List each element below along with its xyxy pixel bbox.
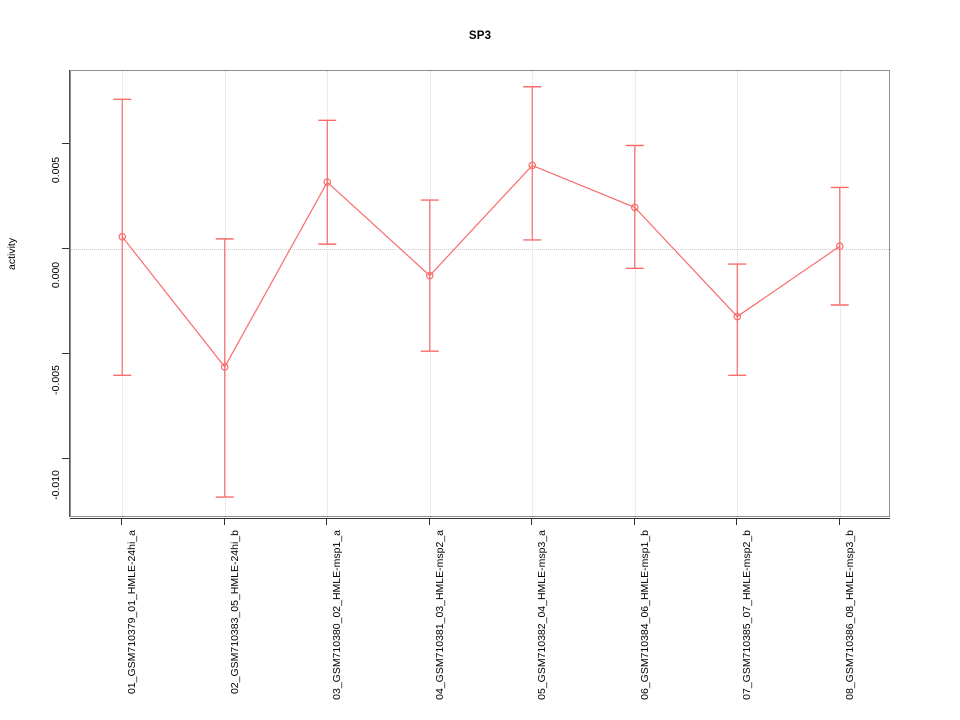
series-line [121, 164, 841, 368]
data-point-marker [835, 242, 844, 251]
y-axis-tick [62, 248, 69, 250]
x-axis-tick-label: 02_GSM710383_05_HMLE-24hi_b [228, 530, 241, 695]
y-axis-line [69, 70, 70, 517]
y-axis-tick-label: 0.005 [50, 157, 62, 184]
x-axis-tick [326, 518, 328, 525]
chart-title: SP3 [468, 30, 492, 42]
data-point-marker [220, 363, 229, 371]
data-point-marker [630, 203, 639, 212]
x-axis-tick-label: 08_GSM710386_08_HMLE-msp3_b [843, 530, 856, 700]
x-axis-tick [223, 518, 225, 525]
vertical-gridline [634, 71, 636, 518]
x-axis-tick [633, 518, 635, 525]
plot-area [70, 70, 891, 518]
error-bar [215, 238, 234, 498]
y-axis-tick [62, 353, 69, 355]
y-axis-tick-label: -0.010 [50, 470, 62, 501]
x-axis-tick [531, 518, 533, 525]
x-axis-tick-label: 03_GSM710380_02_HMLE-msp1_a [331, 530, 344, 700]
data-point-marker [733, 312, 742, 321]
data-point-marker [118, 232, 127, 241]
series-error-bar-plot [113, 86, 849, 498]
y-axis-tick [62, 143, 69, 145]
y-axis-tick-label: 0.000 [50, 262, 62, 289]
error-bar [830, 186, 849, 306]
data-point-marker [323, 178, 332, 187]
data-point-marker [528, 161, 537, 170]
error-bar [318, 119, 337, 245]
vertical-gridline [532, 71, 534, 518]
y-axis-tick-label: -0.005 [50, 365, 62, 396]
x-axis-tick [838, 518, 840, 525]
x-axis-line [70, 518, 890, 519]
x-axis-tick-label: 07_GSM710385_07_HMLE-msp2_b [741, 530, 754, 700]
error-bar [113, 98, 132, 376]
y-axis-title: activity [6, 237, 18, 270]
zero-reference-gridline [71, 249, 891, 251]
x-axis-tick-label: 01_GSM710379_01_HMLE-24hi_a [126, 530, 139, 695]
x-axis-tick [736, 518, 738, 525]
x-axis-tick [428, 518, 430, 525]
data-point-marker [425, 271, 434, 280]
x-axis-tick [121, 518, 123, 525]
x-axis-tick-label: 04_GSM710381_03_HMLE-msp2_a [433, 530, 446, 700]
error-bar [420, 199, 439, 352]
error-bar [625, 144, 644, 269]
error-bar [523, 86, 542, 241]
y-axis-tick [62, 458, 69, 460]
vertical-gridline [327, 71, 329, 518]
x-axis-tick-label: 06_GSM710384_06_HMLE-msp1_b [638, 530, 651, 700]
x-axis-tick-label: 05_GSM710382_04_HMLE-msp3_a [536, 530, 549, 700]
